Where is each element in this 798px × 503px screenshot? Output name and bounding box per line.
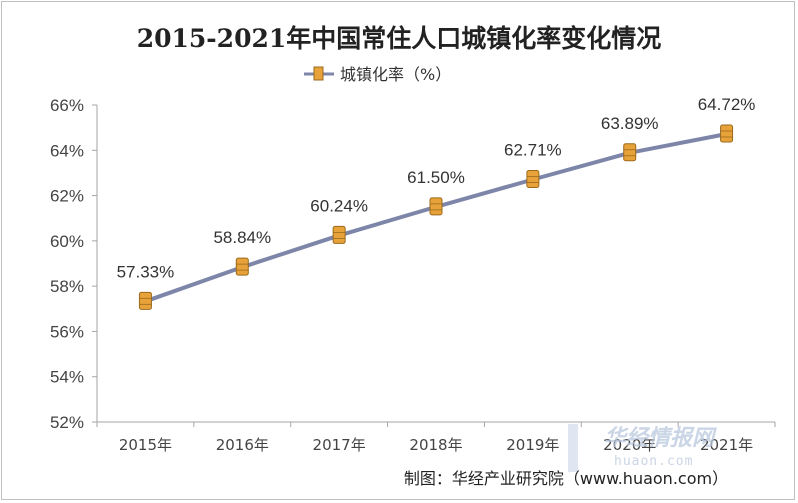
marker-body bbox=[332, 225, 346, 244]
data-label: 57.33% bbox=[117, 262, 175, 281]
marker-body bbox=[623, 143, 637, 162]
y-tick-label: 66% bbox=[50, 96, 84, 115]
series-polyline bbox=[143, 131, 729, 304]
legend-label: 城镇化率（%） bbox=[340, 65, 451, 84]
data-point-marker bbox=[235, 257, 249, 276]
watermark-name: 华经情报网 bbox=[604, 425, 717, 451]
data-point-marker bbox=[429, 197, 443, 216]
x-tick-label: 2019年 bbox=[506, 436, 559, 454]
y-tick-label: 52% bbox=[50, 413, 84, 432]
legend-marker-swatch bbox=[313, 66, 324, 81]
marker-body bbox=[720, 124, 734, 143]
data-label: 63.89% bbox=[601, 114, 659, 133]
chart-title: 2015-2021年中国常住人口城镇化率变化情况 bbox=[137, 24, 662, 53]
y-tick-label: 54% bbox=[50, 368, 84, 387]
y-tick-label: 58% bbox=[50, 277, 84, 296]
data-point-marker bbox=[526, 169, 540, 188]
x-tick-label: 2021年 bbox=[700, 436, 753, 454]
tick-labels: 52% 54% 56% 58% 60% 62% 64% 66% 2015年 2016年 2017年 2… bbox=[50, 96, 753, 454]
data-point-marker bbox=[720, 124, 734, 143]
marker-body bbox=[526, 169, 540, 188]
marker-body bbox=[429, 197, 443, 216]
data-label: 60.24% bbox=[310, 196, 368, 215]
watermark: 华经情报网 huaon.com bbox=[568, 424, 717, 472]
source-note: 制图：华经产业研究院（www.huaon.com） bbox=[404, 469, 728, 488]
x-tick-label: 2017年 bbox=[313, 436, 366, 454]
data-labels: 57.33% 58.84% 60.24% 61.50% 62.71% 63.89% 64.7… bbox=[117, 95, 756, 281]
x-tick-label: 2020年 bbox=[603, 436, 656, 454]
data-label: 58.84% bbox=[213, 228, 271, 247]
marker-body bbox=[235, 257, 249, 276]
y-tick-label: 62% bbox=[50, 187, 84, 206]
y-tick-label: 56% bbox=[50, 322, 84, 341]
data-point-marker bbox=[623, 143, 637, 162]
axes bbox=[92, 104, 776, 427]
data-label: 61.50% bbox=[407, 168, 465, 187]
legend: 城镇化率（%） bbox=[304, 65, 451, 84]
data-point-marker bbox=[332, 225, 346, 244]
data-points bbox=[138, 124, 734, 310]
data-point-marker bbox=[138, 291, 152, 310]
x-tick-label: 2016年 bbox=[216, 436, 269, 454]
data-label: 64.72% bbox=[698, 95, 756, 114]
x-tick-label: 2015年 bbox=[119, 436, 172, 454]
watermark-url: huaon.com bbox=[614, 454, 693, 469]
y-tick-label: 60% bbox=[50, 232, 84, 251]
series-line bbox=[143, 131, 729, 304]
watermark-bar bbox=[568, 424, 578, 472]
data-label: 62.71% bbox=[504, 140, 562, 159]
marker-body bbox=[138, 291, 152, 310]
y-tick-label: 64% bbox=[50, 141, 84, 160]
x-tick-label: 2018年 bbox=[409, 436, 462, 454]
